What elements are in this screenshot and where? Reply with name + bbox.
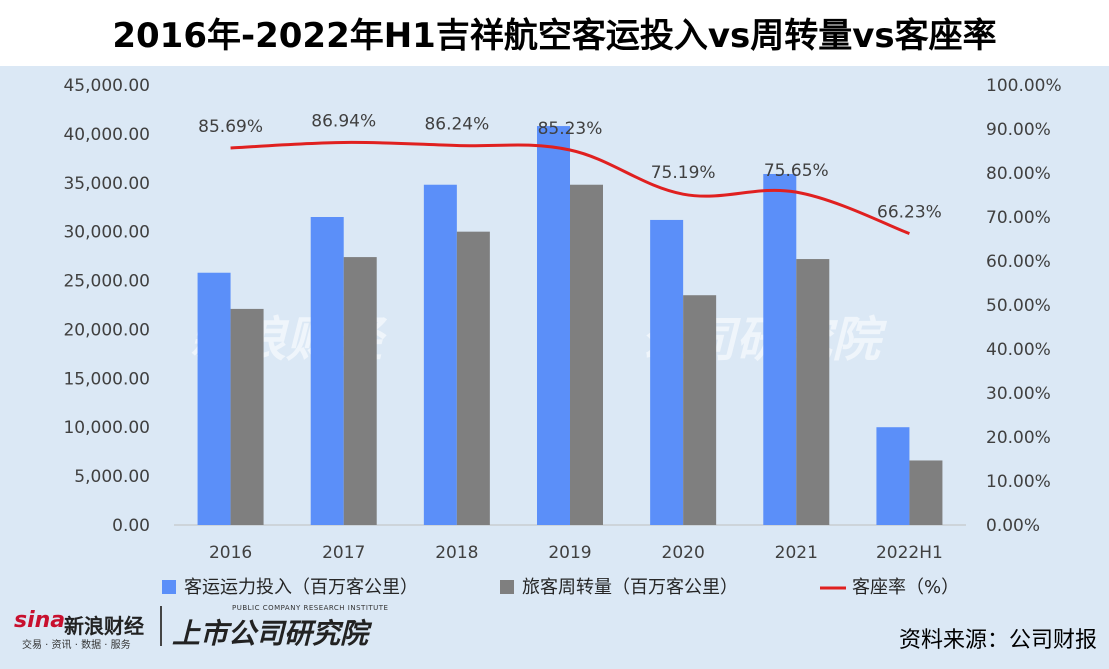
turnover-bar: [456, 231, 490, 525]
capacity-bar: [197, 272, 231, 525]
x-tick-label: 2022H1: [876, 543, 943, 563]
x-tick-label: 2016: [209, 543, 252, 563]
load-factor-line: [230, 140, 910, 235]
institute-logo-en: PUBLIC COMPANY RESEARCH INSTITUTE: [232, 604, 389, 612]
capacity-bar: [650, 219, 684, 525]
y-left-tick-label: 15,000.00: [63, 369, 150, 389]
load-factor-data-label: 66.23%: [877, 203, 942, 223]
sina-logo: sina: [14, 608, 66, 633]
turnover-bar: [570, 184, 603, 525]
chart-title: 2016年-2022年H1吉祥航空客运投入vs周转量vs客座率: [112, 16, 997, 56]
y-right-tick-label: 10.00%: [986, 472, 1051, 492]
y-right-tick-label: 40.00%: [986, 340, 1051, 360]
legend-label-load-factor: 客座率（%）: [852, 577, 959, 598]
legend-label-turnover: 旅客周转量（百万客公里）: [522, 577, 738, 598]
legend-swatch-capacity: [162, 580, 176, 594]
y-right-tick-label: 60.00%: [986, 252, 1051, 272]
turnover-bar: [796, 259, 830, 525]
load-factor-data-label: 85.23%: [538, 119, 603, 139]
legend-label-capacity: 客运运力投入（百万客公里）: [184, 577, 418, 598]
load-factor-data-label: 85.69%: [198, 117, 263, 137]
turnover-bar: [683, 295, 717, 525]
title-bar: [0, 0, 1109, 66]
y-left-tick-label: 5,000.00: [74, 467, 150, 487]
sina-logo-cn: 新浪财经: [64, 614, 144, 638]
capacity-bar: [423, 184, 457, 525]
capacity-bar: [876, 427, 910, 525]
y-left-tick-label: 30,000.00: [63, 223, 150, 243]
x-tick-label: 2019: [548, 543, 591, 563]
y-left-tick-label: 45,000.00: [63, 76, 150, 96]
capacity-bar: [537, 126, 570, 526]
turnover-bar: [343, 257, 377, 525]
turnover-bar: [230, 308, 264, 525]
y-right-tick-label: 80.00%: [986, 164, 1051, 184]
y-left-tick-label: 35,000.00: [63, 174, 150, 194]
load-factor-data-label: 86.24%: [424, 115, 489, 135]
y-left-tick-label: 40,000.00: [63, 125, 150, 145]
y-left-tick-label: 20,000.00: [63, 320, 150, 340]
y-left-tick-label: 10,000.00: [63, 418, 150, 438]
turnover-bar: [909, 460, 943, 525]
load-factor-data-label: 86.94%: [311, 111, 376, 131]
load-factor-data-label: 75.19%: [651, 163, 716, 183]
institute-logo: 上市公司研究院: [172, 617, 369, 650]
y-right-tick-label: 100.00%: [986, 76, 1062, 96]
y-right-tick-label: 0.00%: [986, 516, 1040, 536]
x-tick-label: 2020: [662, 543, 705, 563]
sina-logo-sub: 交易 · 资讯 · 数据 · 服务: [22, 640, 131, 651]
footer-divider: [160, 606, 162, 646]
y-left-tick-label: 25,000.00: [63, 272, 150, 292]
x-tick-label: 2021: [775, 543, 818, 563]
x-tick-label: 2018: [435, 543, 478, 563]
y-right-tick-label: 30.00%: [986, 384, 1051, 404]
y-right-tick-label: 20.00%: [986, 428, 1051, 448]
y-right-tick-label: 70.00%: [986, 208, 1051, 228]
y-right-tick-label: 50.00%: [986, 296, 1051, 316]
load-factor-data-label: 75.65%: [764, 161, 829, 181]
x-tick-label: 2017: [322, 543, 365, 563]
capacity-bar: [763, 173, 797, 525]
source-note: 资料来源：公司财报: [898, 628, 1097, 653]
legend-swatch-turnover: [500, 580, 514, 594]
y-right-tick-label: 90.00%: [986, 120, 1051, 140]
y-left-tick-label: 0.00: [112, 516, 150, 536]
capacity-bar: [310, 217, 344, 525]
